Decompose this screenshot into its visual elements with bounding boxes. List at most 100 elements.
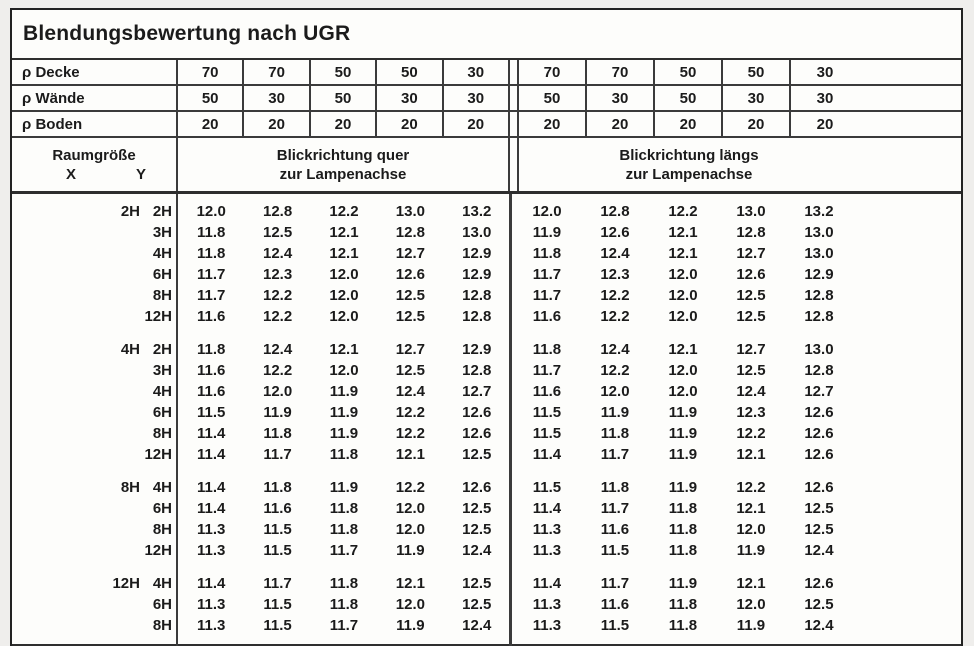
room-size-group: 12H 4H 11.4 11.7 11.8 12.1 12.5 11.4 11.7 11.9 12.…: [12, 573, 961, 636]
page-title: Blendungsbewertung nach UGR: [23, 22, 351, 45]
table-row: 6H 11.4 11.6 11.8 12.0 12.5 11.4 11.7 11.8 12.1 12…: [12, 498, 961, 519]
ugr-value-quer: 11.8: [329, 596, 359, 613]
header-mid-divider: [510, 112, 519, 136]
ugr-value-quer: 12.7: [395, 245, 425, 262]
ugr-value-laengs: 11.9: [736, 617, 766, 634]
ugr-value-quer: 12.0: [329, 287, 359, 304]
ugr-value-quer: 12.2: [262, 308, 293, 325]
ugr-value-quer: 12.4: [262, 245, 293, 262]
section-laengs-line1: Blickrichtung längs: [619, 146, 759, 164]
y-label: 12H: [144, 542, 172, 559]
ugr-value-quer: 11.3: [197, 617, 226, 634]
ugr-value-quer: 12.6: [462, 425, 492, 442]
ugr-value-laengs: 13.0: [804, 224, 834, 241]
table-row: 8H 11.3 11.5 11.8 12.0 12.5 11.3 11.6 11.8 12.0 12…: [12, 519, 961, 540]
reflectance-value-quer: 50: [377, 60, 444, 84]
header-filler: [859, 138, 961, 191]
y-label: 8H: [152, 287, 172, 304]
ugr-value-laengs: 12.1: [736, 500, 766, 517]
y-label: 2H: [152, 203, 172, 220]
ugr-value-quer: 12.0: [395, 521, 425, 538]
ugr-value-laengs: 12.0: [600, 383, 630, 400]
table-row: 12H 11.4 11.7 11.8 12.1 12.5 11.4 11.7 11.9 12.1 1…: [12, 444, 961, 465]
ugr-value-laengs: 11.4: [532, 575, 562, 592]
table-row: 3H 11.8 12.5 12.1 12.8 13.0 11.9 12.6 12.1 12.8 13…: [12, 222, 961, 243]
reflectance-filler: [859, 60, 961, 84]
reflectance-value-laengs: 70: [587, 60, 655, 84]
ugr-value-laengs: 11.6: [532, 383, 562, 400]
reflectance-filler: [859, 86, 961, 110]
x-label: 8H: [120, 479, 140, 496]
reflectance-value-quer: 50: [311, 60, 378, 84]
reflectance-row: ρ Decke 70 70 50 50 30 70 70 50 50 30: [12, 60, 961, 86]
ugr-value-quer: 12.8: [462, 287, 492, 304]
ugr-value-quer: 12.5: [262, 224, 293, 241]
ugr-value-quer: 12.5: [395, 287, 425, 304]
ugr-value-laengs: 12.0: [668, 362, 698, 379]
ugr-value-quer: 11.3: [197, 596, 226, 613]
ugr-value-laengs: 13.0: [804, 245, 834, 262]
ugr-value-laengs: 11.9: [600, 404, 630, 421]
ugr-value-quer: 12.0: [395, 596, 425, 613]
title-row: Blendungsbewertung nach UGR: [12, 10, 961, 60]
ugr-value-laengs: 12.1: [668, 245, 698, 262]
ugr-value-laengs: 11.8: [668, 542, 698, 559]
ugr-value-laengs: 11.9: [736, 542, 766, 559]
ugr-value-quer: 11.4: [197, 575, 226, 592]
ugr-value-laengs: 12.9: [804, 266, 834, 283]
ugr-value-quer: 11.4: [197, 500, 226, 517]
ugr-value-quer: 11.4: [197, 479, 226, 496]
y-label: 12H: [144, 308, 172, 325]
ugr-value-quer: 12.1: [329, 245, 359, 262]
y-label: 4H: [152, 479, 172, 496]
table-row: 8H 11.3 11.5 11.7 11.9 12.4 11.3 11.5 11.8 11.9 12…: [12, 615, 961, 636]
room-size-header: Raumgröße X Y: [12, 138, 178, 191]
ugr-value-quer: 11.9: [329, 425, 359, 442]
x-axis-label: X: [66, 166, 77, 183]
ugr-value-laengs: 12.3: [600, 266, 630, 283]
ugr-value-laengs: 11.9: [668, 425, 698, 442]
ugr-value-quer: 12.0: [395, 500, 425, 517]
reflectance-label: ρ Decke: [12, 60, 178, 84]
ugr-value-laengs: 12.6: [804, 446, 834, 463]
table-row: 8H 11.4 11.8 11.9 12.2 12.6 11.5 11.8 11.9 12.2 12…: [12, 423, 961, 444]
reflectance-label: ρ Wände: [12, 86, 178, 110]
ugr-value-quer: 11.4: [197, 425, 226, 442]
room-size-title: Raumgröße: [52, 147, 136, 164]
ugr-value-laengs: 12.7: [736, 245, 766, 262]
ugr-value-quer: 13.0: [462, 224, 492, 241]
ugr-value-laengs: 11.5: [600, 617, 630, 634]
section-header-row: Raumgröße X Y Blickrichtung quer zur Lam…: [12, 138, 961, 194]
ugr-value-quer: 11.8: [329, 521, 359, 538]
reflectance-value-quer: 50: [178, 86, 245, 110]
ugr-value-quer: 12.0: [196, 203, 226, 220]
ugr-value-quer: 12.5: [462, 575, 492, 592]
ugr-value-quer: 13.2: [462, 203, 492, 220]
ugr-value-quer: 11.4: [197, 446, 226, 463]
header-mid-divider: [510, 60, 519, 84]
reflectance-filler: [859, 112, 961, 136]
ugr-value-laengs: 12.6: [804, 404, 834, 421]
ugr-value-quer: 11.7: [263, 446, 292, 463]
reflectance-value-quer: 20: [244, 112, 311, 136]
reflectance-value-laengs: 20: [723, 112, 791, 136]
reflectance-value-quer: 70: [244, 60, 311, 84]
reflectance-value-quer: 20: [377, 112, 444, 136]
ugr-value-laengs: 11.7: [600, 575, 630, 592]
section-laengs-line2: zur Lampenachse: [625, 165, 753, 183]
room-size-group: 2H 2H 12.0 12.8 12.2 13.0 13.2 12.0 12.8 12.2 13.0…: [12, 201, 961, 327]
ugr-value-quer: 11.8: [329, 500, 359, 517]
ugr-value-laengs: 11.7: [532, 266, 562, 283]
ugr-value-quer: 11.7: [329, 542, 359, 559]
ugr-value-laengs: 12.4: [600, 245, 630, 262]
reflectance-value-laengs: 30: [587, 86, 655, 110]
table-row: 12H 4H 11.4 11.7 11.8 12.1 12.5 11.4 11.7 11.9 12.…: [12, 573, 961, 594]
ugr-value-laengs: 11.6: [600, 521, 630, 538]
ugr-value-laengs: 12.5: [736, 308, 766, 325]
table-row: 4H 11.8 12.4 12.1 12.7 12.9 11.8 12.4 12.1 12.7 13…: [12, 243, 961, 264]
ugr-value-laengs: 12.6: [804, 479, 834, 496]
ugr-value-quer: 11.7: [329, 617, 359, 634]
ugr-value-laengs: 12.0: [532, 203, 562, 220]
table-row: 12H 11.3 11.5 11.7 11.9 12.4 11.3 11.5 11.8 11.9 1…: [12, 540, 961, 561]
ugr-value-quer: 11.3: [197, 542, 226, 559]
